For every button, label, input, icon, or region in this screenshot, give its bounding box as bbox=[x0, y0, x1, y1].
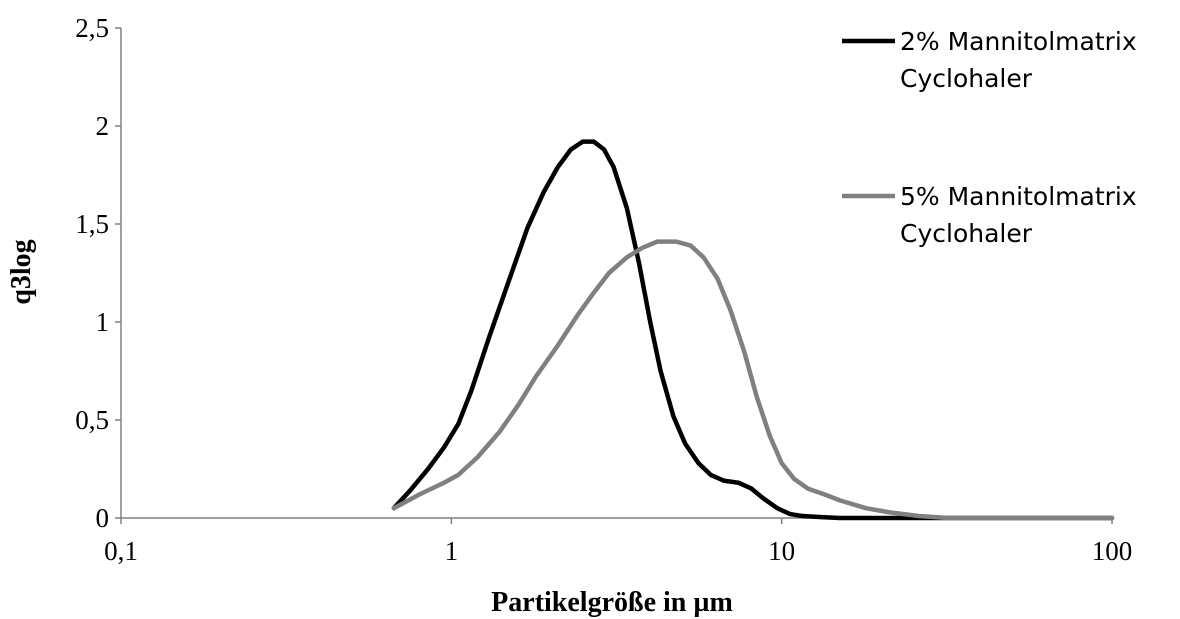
y-tick-label: 2 bbox=[96, 111, 110, 141]
series-line-2 bbox=[391, 239, 1115, 521]
y-tick-label: 0 bbox=[96, 503, 110, 533]
series-layer bbox=[391, 139, 1115, 521]
y-tick-label: 2,5 bbox=[75, 13, 109, 43]
legend-label: 2% Mannitolmatrix bbox=[900, 27, 1137, 56]
y-tick-label: 1,5 bbox=[75, 209, 109, 239]
x-tick-label: 10 bbox=[768, 536, 795, 566]
x-tick-label: 1 bbox=[445, 536, 459, 566]
x-axis-title: Partikelgröße in µm bbox=[491, 587, 733, 618]
legend-label: Cyclohaler bbox=[900, 64, 1033, 93]
legend-item-1: 2% Mannitolmatrix Cyclohaler bbox=[842, 27, 1137, 93]
y-tick-label: 0,5 bbox=[75, 405, 109, 435]
legend-item-2: 5% Mannitolmatrix Cyclohaler bbox=[842, 182, 1137, 248]
x-tick-label: 0,1 bbox=[104, 536, 138, 566]
legend-label: 5% Mannitolmatrix bbox=[900, 182, 1137, 211]
x-tick-label: 100 bbox=[1092, 536, 1133, 566]
axes: 0 0,5 1 1,5 2 2,5 0,1 1 10 100 bbox=[75, 13, 1132, 566]
series-line-1 bbox=[391, 139, 1115, 521]
legend-label: Cyclohaler bbox=[900, 219, 1033, 248]
y-tick-label: 1 bbox=[96, 307, 110, 337]
y-axis-title: q3log bbox=[6, 239, 37, 304]
